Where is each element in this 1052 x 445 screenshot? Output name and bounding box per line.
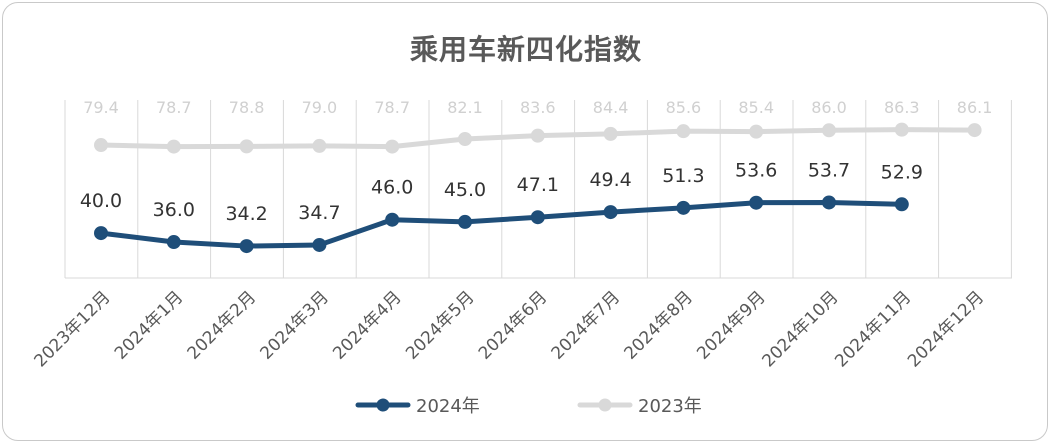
data-point-2023 xyxy=(822,123,836,138)
x-tick-label: 2024年5月 xyxy=(402,287,478,363)
legend-2024: 2024年 xyxy=(355,396,480,417)
legend-label: 2024年 xyxy=(416,396,480,417)
data-point-2024 xyxy=(822,195,836,210)
x-tick-label: 2024年10月 xyxy=(758,287,842,371)
data-label-2024: 53.6 xyxy=(735,160,777,182)
data-point-2023 xyxy=(603,126,618,141)
series-line-2024 xyxy=(98,199,905,249)
data-label-2023: 86.1 xyxy=(957,98,993,117)
data-label-2023: 85.6 xyxy=(666,98,702,117)
data-label-2024: 40.0 xyxy=(80,190,122,212)
data-label-2024: 34.7 xyxy=(298,202,340,224)
data-point-2024 xyxy=(239,239,254,254)
x-tick-label: 2024年12月 xyxy=(904,287,988,371)
data-label-2024: 47.1 xyxy=(517,174,559,196)
data-label-2023: 79.0 xyxy=(302,98,338,117)
x-tick-label: 2024年3月 xyxy=(257,287,333,363)
data-point-2023 xyxy=(967,123,982,138)
data-point-2023 xyxy=(530,128,545,143)
data-label-2023: 78.8 xyxy=(229,98,265,117)
data-label-2023: 79.4 xyxy=(83,98,119,117)
data-point-2024 xyxy=(530,210,545,225)
data-point-2023 xyxy=(239,139,254,154)
data-point-2024 xyxy=(166,235,181,250)
data-label-2023: 78.7 xyxy=(374,98,410,117)
data-point-2024 xyxy=(312,237,327,252)
data-point-2024 xyxy=(94,226,108,241)
chart-title: 乘用车新四化指数 xyxy=(409,33,642,66)
data-point-2023 xyxy=(676,124,691,139)
data-point-2023 xyxy=(94,138,108,153)
data-label-2023: 84.4 xyxy=(593,98,629,117)
data-point-2023 xyxy=(312,138,327,153)
data-point-2023 xyxy=(385,139,400,154)
data-label-2023: 82.1 xyxy=(447,98,483,117)
x-tick-label: 2024年4月 xyxy=(329,287,405,363)
data-point-2024 xyxy=(749,195,764,210)
x-tick-label: 2024年6月 xyxy=(475,287,551,363)
data-point-2024 xyxy=(385,212,400,227)
x-tick-label: 2024年1月 xyxy=(111,287,187,363)
data-label-2024: 46.0 xyxy=(371,177,413,199)
data-point-2024 xyxy=(894,197,909,212)
data-point-2023 xyxy=(894,122,909,137)
data-label-2024: 53.7 xyxy=(808,159,850,181)
data-point-2024 xyxy=(458,214,472,229)
x-tick-label: 2024年2月 xyxy=(184,287,260,363)
data-label-2023: 86.3 xyxy=(884,98,920,117)
legend-marker xyxy=(376,398,390,412)
data-label-2023: 78.7 xyxy=(156,98,192,117)
legend-2023: 2023年 xyxy=(577,396,702,417)
data-label-2023: 85.4 xyxy=(738,98,774,117)
data-label-2024: 45.0 xyxy=(444,179,486,201)
data-point-2023 xyxy=(166,139,181,154)
x-tick-label: 2024年8月 xyxy=(621,287,697,363)
data-label-2023: 83.6 xyxy=(520,98,556,117)
data-point-2024 xyxy=(676,200,691,215)
x-tick-label: 2024年9月 xyxy=(693,287,769,363)
legend-label: 2023年 xyxy=(638,396,702,417)
x-tick-label: 2024年11月 xyxy=(831,287,915,371)
data-point-2023 xyxy=(749,124,764,139)
data-label-2024: 51.3 xyxy=(662,165,704,187)
data-label-2024: 34.2 xyxy=(225,203,267,225)
data-label-2024: 52.9 xyxy=(881,161,923,183)
legend-marker xyxy=(598,398,612,412)
data-label-2024: 49.4 xyxy=(589,169,631,191)
x-tick-label: 2024年7月 xyxy=(548,287,624,363)
data-point-2023 xyxy=(458,132,472,147)
data-label-2024: 36.0 xyxy=(153,199,195,221)
x-tick-label: 2023年12月 xyxy=(30,287,114,371)
data-label-2023: 86.0 xyxy=(811,98,847,117)
data-point-2024 xyxy=(603,205,618,220)
